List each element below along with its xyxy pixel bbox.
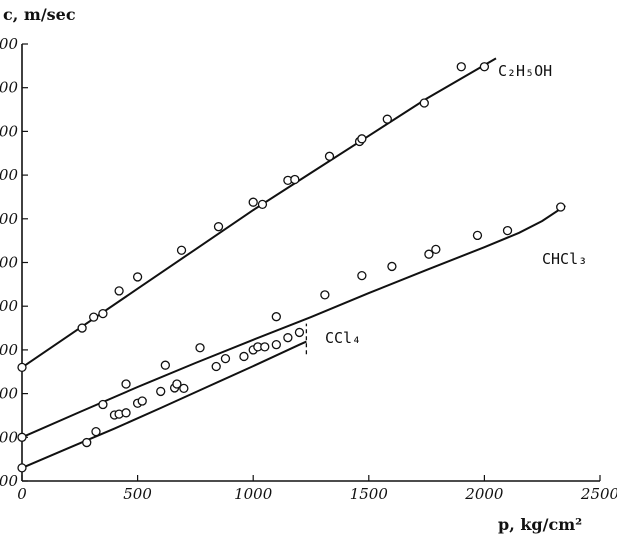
data-point-carbon-tetrachloride — [283, 333, 293, 343]
data-point-ethanol — [324, 151, 335, 161]
data-point-ethanol — [357, 134, 367, 144]
y-axis-ticks: 900 1000 1100 1200 1300 1400 1500 1600 1700 1800 1… — [0, 35, 28, 490]
data-point-chloroform — [387, 261, 397, 272]
data-point-chloroform — [424, 249, 434, 259]
data-point-carbon-tetrachloride — [91, 426, 101, 437]
data-point-ethanol — [98, 308, 108, 319]
data-point-carbon-tetrachloride — [82, 437, 92, 448]
series-label-carbon-tetrachloride: CCl₄ — [325, 329, 361, 347]
data-point-chloroform — [320, 290, 330, 300]
data-point-carbon-tetrachloride — [294, 327, 305, 338]
y-tick-label: 900 — [0, 472, 18, 490]
data-point-chloroform — [195, 343, 205, 353]
data-points — [17, 62, 566, 473]
y-tick-label: 1600 — [0, 166, 18, 184]
data-point-carbon-tetrachloride — [172, 379, 182, 389]
data-point-carbon-tetrachloride — [98, 399, 108, 410]
data-point-ethanol — [213, 222, 224, 232]
data-point-carbon-tetrachloride — [17, 463, 27, 473]
series-labels: C₂H₅OH CHCl₃ CCl₄ — [325, 62, 587, 347]
data-point-carbon-tetrachloride — [121, 408, 131, 418]
y-tick-label: 1400 — [0, 254, 18, 272]
data-point-carbon-tetrachloride — [137, 396, 147, 406]
y-axis-label: c, m/sec — [3, 5, 76, 24]
data-point-ethanol — [382, 114, 392, 124]
y-tick-label: 1200 — [0, 341, 18, 359]
data-point-ethanol — [257, 199, 268, 210]
data-point-carbon-tetrachloride — [239, 351, 249, 362]
data-point-ethanol — [479, 62, 490, 72]
x-axis-label: p, kg/cm² — [498, 515, 582, 534]
fit-line-carbon-tetrachloride — [21, 340, 307, 469]
data-point-carbon-tetrachloride — [211, 361, 221, 372]
data-point-chloroform — [431, 244, 441, 255]
y-tick-label: 1300 — [0, 297, 18, 315]
x-axis-ticks: 0 500 1000 1500 2000 2500 — [17, 475, 617, 503]
data-point-chloroform — [121, 379, 131, 389]
series-label-ethanol: C₂H₅OH — [498, 62, 552, 80]
data-point-ethanol — [132, 272, 143, 282]
y-tick-label: 1800 — [0, 79, 18, 97]
x-tick-label: 1000 — [234, 485, 273, 503]
data-point-ethanol — [176, 245, 187, 255]
data-point-chloroform — [472, 230, 483, 241]
data-point-chloroform — [502, 225, 513, 236]
data-point-ethanol — [114, 286, 124, 296]
y-tick-label: 1100 — [0, 385, 18, 403]
x-tick-label: 2500 — [580, 485, 617, 503]
data-point-carbon-tetrachloride — [220, 353, 231, 364]
data-point-chloroform — [556, 202, 566, 212]
fit-line-chloroform — [21, 204, 566, 439]
series-label-chloroform: CHCl₃ — [542, 250, 587, 268]
data-point-chloroform — [271, 312, 281, 322]
data-point-chloroform — [17, 432, 27, 442]
data-point-ethanol — [419, 98, 429, 108]
y-tick-label: 1700 — [0, 122, 18, 140]
data-point-ethanol — [77, 323, 87, 333]
y-tick-label: 1000 — [0, 428, 18, 446]
data-point-chloroform — [160, 360, 170, 370]
data-point-carbon-tetrachloride — [260, 342, 270, 352]
x-tick-label: 0 — [17, 485, 27, 503]
data-point-ethanol — [456, 62, 466, 72]
data-point-ethanol — [89, 312, 99, 322]
axes — [21, 44, 600, 482]
y-tick-label: 1900 — [0, 35, 18, 53]
x-tick-label: 500 — [123, 485, 152, 503]
data-point-ethanol — [248, 197, 258, 207]
data-point-carbon-tetrachloride — [179, 383, 189, 394]
x-tick-label: 1500 — [350, 485, 389, 503]
data-point-chloroform — [357, 270, 367, 281]
data-point-carbon-tetrachloride — [156, 386, 166, 397]
x-tick-label: 2000 — [464, 485, 504, 503]
data-point-carbon-tetrachloride — [271, 340, 281, 350]
data-point-ethanol — [17, 362, 27, 373]
data-point-ethanol — [290, 174, 300, 185]
y-tick-label: 1500 — [0, 210, 18, 228]
